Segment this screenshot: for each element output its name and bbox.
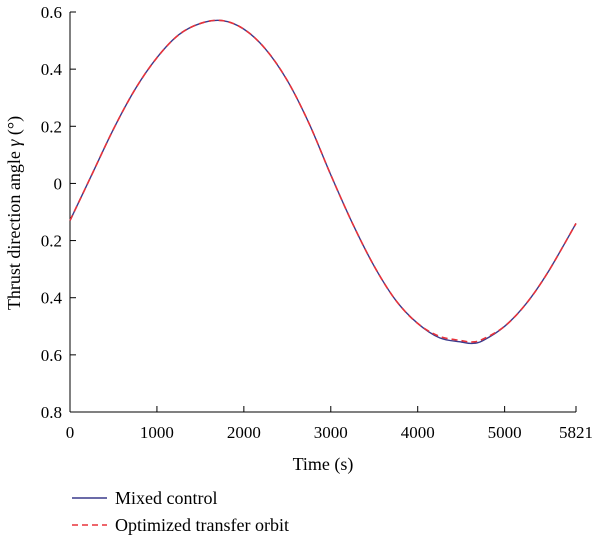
x-tick-label: 5000 bbox=[488, 423, 522, 442]
y-axis-title: Thrust direction angle γ (°) bbox=[4, 116, 25, 310]
y-tick-label: 0.4 bbox=[41, 289, 63, 308]
y-axis-title-main: Thrust direction angle bbox=[4, 147, 24, 310]
x-tick-label: 2000 bbox=[227, 423, 261, 442]
y-tick-label: 0.4 bbox=[41, 60, 63, 79]
x-axis-title: Time (s) bbox=[293, 454, 354, 475]
axes bbox=[69, 12, 576, 413]
y-tick-label: 0.6 bbox=[41, 3, 62, 22]
y-tick-label: 0.6 bbox=[41, 346, 62, 365]
y-tick-label: 0.2 bbox=[41, 232, 62, 251]
series-line-2 bbox=[69, 19, 577, 343]
series-group bbox=[69, 19, 577, 345]
series-line-1 bbox=[69, 19, 577, 345]
y-axis-title-unit: (°) bbox=[4, 116, 25, 140]
y-tick-label: 0.2 bbox=[41, 117, 62, 136]
x-tick-label: 4000 bbox=[401, 423, 435, 442]
y-ticks: 0.6 0.4 0.2 0 0.2 0.4 0.6 0.8 bbox=[41, 3, 76, 422]
x-tick-label: 0 bbox=[66, 423, 75, 442]
y-tick-label: 0 bbox=[54, 174, 63, 193]
x-tick-label: 3000 bbox=[314, 423, 348, 442]
x-tick-label: 5821 bbox=[559, 423, 593, 442]
legend: Mixed control Optimized transfer orbit bbox=[72, 488, 289, 535]
y-tick-label: 0.8 bbox=[41, 403, 62, 422]
y-axis-title-symbol: γ bbox=[4, 139, 24, 147]
legend-label-2: Optimized transfer orbit bbox=[115, 515, 289, 535]
x-tick-label: 1000 bbox=[140, 423, 174, 442]
legend-label-1: Mixed control bbox=[115, 488, 217, 508]
x-ticks: 0 1000 2000 3000 4000 5000 5821 bbox=[66, 406, 593, 442]
